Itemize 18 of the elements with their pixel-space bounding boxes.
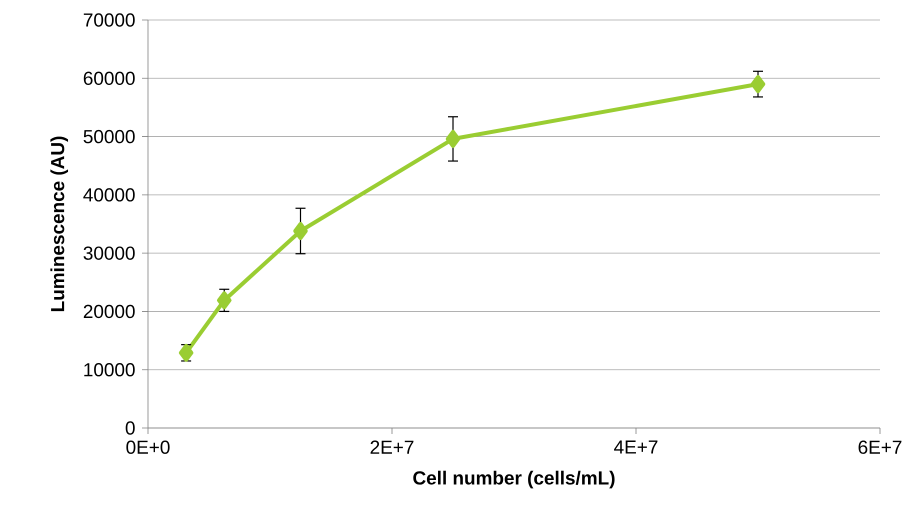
y-tick-label: 0 xyxy=(126,421,135,435)
y-axis-title: Luminescence (AU) xyxy=(50,136,68,312)
y-tick-label: 30000 xyxy=(84,246,135,260)
y-tick-label: 10000 xyxy=(84,363,135,376)
point xyxy=(217,291,232,310)
y-tick-label: 70000 xyxy=(84,13,135,27)
x-tick-label: 6E+7 xyxy=(858,440,902,454)
x-tick-label: 4E+7 xyxy=(614,440,658,454)
point xyxy=(446,130,460,148)
x-tick-label: 0E+0 xyxy=(126,440,170,454)
x-axis-title: Cell number (cells/mL) xyxy=(413,470,615,488)
y-tick-label: 40000 xyxy=(83,188,135,202)
point xyxy=(293,222,308,240)
y-tick-label: 50000 xyxy=(84,130,135,144)
point xyxy=(750,75,766,94)
y-tick-label: 20000 xyxy=(84,304,135,318)
x-tick-label: 2E+7 xyxy=(370,440,414,454)
y-tick-label: 60000 xyxy=(84,72,135,85)
